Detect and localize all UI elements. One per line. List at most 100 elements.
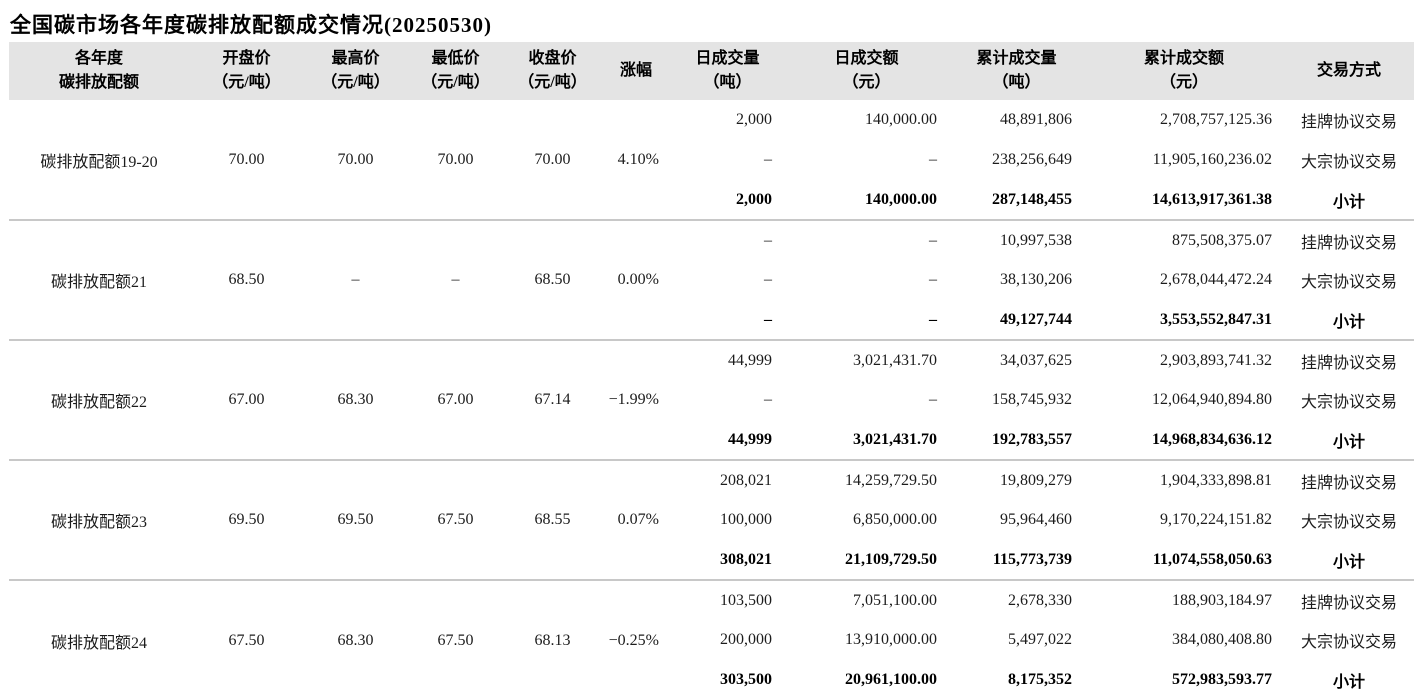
cell-trade-method: 挂牌协议交易 [1300,354,1397,372]
cell-cumulative-amount: 2,678,044,472.24 [1160,271,1272,288]
cell-daily-amount: 140,000.00 [865,111,937,128]
cell-cumulative-amount: 11,074,558,050.63 [1084,540,1284,581]
col-header-low-price: 最低价 （元/吨） [407,42,504,100]
cell-change-percent: 4.10% [601,100,671,221]
cell-daily-amount: – [929,391,937,408]
cell-cumulative-volume: 49,127,744 [949,300,1084,341]
cell-daily-amount: 3,021,431.70 [784,420,949,461]
cell-cumulative-volume: 192,783,557 [949,420,1084,461]
table-row: 碳排放配额24 67.50 68.30 67.50 68.13 −0.25% 1… [9,580,1414,652]
cell-trade-method: 大宗协议交易 [1300,514,1397,531]
cell-daily-amount: 6,850,000.00 [853,511,937,528]
cell-cumulative-volume: 115,773,739 [949,540,1084,581]
cell-cumulative-amount: 188,903,184.97 [1172,591,1272,609]
cell-daily-amount: 140,000.00 [784,180,949,221]
col-header-cumulative-amount: 累计成交额 （元） [1084,42,1284,100]
cell-trade-method: 挂牌协议交易 [1300,114,1397,131]
cell-trade-method: 小计 [1284,420,1414,461]
cell-cumulative-amount: 9,170,224,151.82 [1160,511,1272,528]
col-header-daily-amount: 日成交额 （元） [784,42,949,100]
cell-year-label: 碳排放配额24 [50,634,147,652]
table-row: 100,000 6,850,000.00 95,964,460 9,170,22… [9,500,1414,540]
cell-cumulative-amount: 14,613,917,361.38 [1084,180,1284,221]
cell-cumulative-amount: 1,904,333,898.81 [1160,471,1272,489]
cell-high-price: 70.00 [304,100,407,221]
cell-trade-method: 小计 [1284,540,1414,581]
cell-high-price: 68.30 [337,631,374,649]
cell-cumulative-amount: 875,508,375.07 [1172,231,1272,249]
cell-trade-method: 大宗协议交易 [1300,634,1397,651]
cell-low-price: 67.00 [407,340,504,461]
cell-cumulative-volume: 158,745,932 [992,391,1072,408]
cell-daily-volume: 2,000 [671,180,784,221]
col-header-cumulative-volume: 累计成交量 （吨） [949,42,1084,100]
cell-open-price: 70.00 [189,100,304,221]
cell-high-price: 68.30 [304,340,407,461]
cell-cumulative-volume: 287,148,455 [949,180,1084,221]
cell-open-price: 67.00 [189,340,304,461]
cell-daily-volume: 200,000 [720,631,772,648]
subtotal-row: 308,021 21,109,729.50 115,773,739 11,074… [9,540,1414,581]
cell-high-price: – [304,220,407,341]
cell-daily-amount: – [929,231,937,249]
cell-year-label: 碳排放配额19-20 [9,100,189,221]
cell-year-label: 碳排放配额22 [9,340,189,461]
cell-cumulative-volume: 38,130,206 [1000,271,1072,288]
col-header-trade-method: 交易方式 [1284,42,1414,100]
col-header-close-price: 收盘价 （元/吨） [504,42,601,100]
cell-daily-volume: 44,999 [728,351,772,369]
cell-daily-amount: 21,109,729.50 [784,540,949,581]
cell-cumulative-volume: 5,497,022 [1008,631,1072,648]
cell-year-label: 碳排放配额23 [9,460,189,581]
cell-trade-method: 小计 [1284,300,1414,341]
table-row: 碳排放配额23 69.50 69.50 67.50 68.55 0.07% 20… [9,460,1414,581]
cell-daily-volume: 100,000 [720,511,772,528]
table-row: – – 158,745,932 12,064,940,894.80 大宗协议交易 [9,380,1414,420]
subtotal-row: 2,000 140,000.00 287,148,455 14,613,917,… [9,180,1414,221]
cell-cumulative-volume: 2,678,330 [1008,591,1072,609]
subtotal-row: 303,500 20,961,100.00 8,175,352 572,983,… [9,660,1414,700]
col-header-change-percent: 涨幅 [601,42,671,100]
table-header-row: 各年度 碳排放配额 开盘价 （元/吨） 最高价 （元/吨） 最低价 （元/吨） 收盘价（… [9,42,1414,100]
cell-low-price: 67.50 [407,460,504,581]
table-row: 碳排放配额21 68.50 – – 68.50 0.00% – – 10,997… [9,220,1414,341]
cell-cumulative-volume: 95,964,460 [1000,511,1072,528]
cell-open-price: 68.50 [189,220,304,341]
col-header-high-price: 最高价 （元/吨） [304,42,407,100]
cell-daily-amount: – [929,151,937,168]
col-header-daily-volume: 日成交量 （吨） [671,42,784,100]
cell-trade-method: 小计 [1332,674,1365,691]
cell-daily-volume: 103,500 [720,591,772,609]
cell-daily-amount: 3,021,431.70 [853,351,937,369]
cell-change-percent: −1.99% [601,340,671,461]
cell-daily-volume: 303,500 [720,671,772,688]
cell-daily-volume: – [764,231,772,249]
cell-cumulative-amount: 384,080,408.80 [1172,631,1272,648]
cell-trade-method: 挂牌协议交易 [1300,474,1397,492]
cell-close-price: 68.50 [504,220,601,341]
cell-daily-amount: – [784,300,949,341]
cell-daily-volume: 2,000 [736,111,772,128]
cell-year-label: 碳排放配额21 [9,220,189,341]
cell-low-price: – [407,220,504,341]
cell-daily-amount: 20,961,100.00 [845,671,937,688]
cell-cumulative-volume: 8,175,352 [1008,671,1072,688]
cell-cumulative-volume: 10,997,538 [1000,231,1072,249]
cell-high-price: 69.50 [304,460,407,581]
cell-cumulative-amount: 2,903,893,741.32 [1160,351,1272,369]
cell-low-price: 67.50 [437,631,474,649]
cell-open-price: 69.50 [189,460,304,581]
cell-cumulative-volume: 34,037,625 [1000,351,1072,369]
cell-change-percent: 0.07% [601,460,671,581]
cell-daily-amount: – [929,271,937,288]
cell-trade-method: 大宗协议交易 [1300,274,1397,291]
cell-cumulative-volume: 19,809,279 [1000,471,1072,489]
cell-trade-method: 大宗协议交易 [1300,394,1397,411]
cell-trade-method: 挂牌协议交易 [1300,594,1397,612]
cell-cumulative-amount: 14,968,834,636.12 [1084,420,1284,461]
cell-cumulative-volume: 48,891,806 [1000,111,1072,128]
cell-daily-volume: – [764,391,772,408]
cell-daily-volume: 208,021 [720,471,772,489]
cell-daily-volume: 44,999 [671,420,784,461]
subtotal-row: 44,999 3,021,431.70 192,783,557 14,968,8… [9,420,1414,461]
